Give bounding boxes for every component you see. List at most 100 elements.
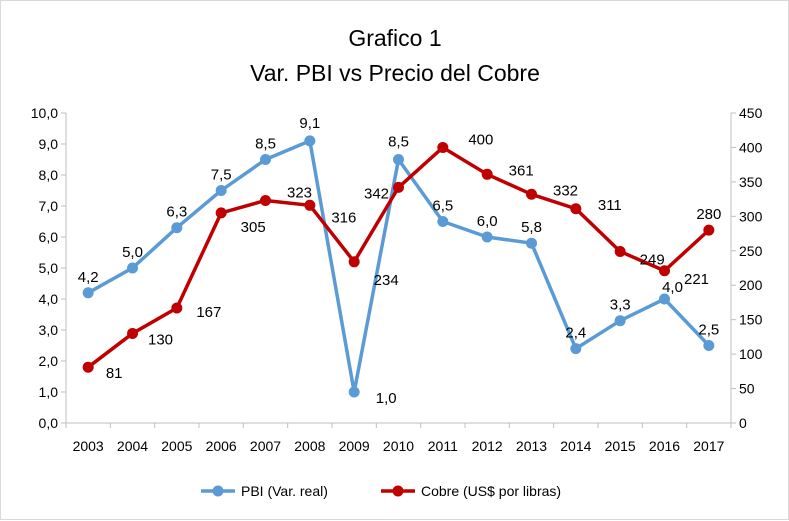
series-0-data-label: 5,8 — [521, 219, 542, 236]
y-right-tick-label: 250 — [739, 243, 763, 259]
series-0-data-label: 5,0 — [122, 244, 143, 261]
series-0-data-label: 6,5 — [432, 198, 453, 215]
series-0-data-label: 8,5 — [388, 134, 409, 151]
series-0-point — [481, 231, 493, 243]
y-left-tick-label: 0,0 — [39, 415, 59, 431]
series-layer — [82, 135, 715, 398]
x-tick-label: 2003 — [73, 438, 104, 454]
x-tick-label: 2017 — [693, 438, 724, 454]
legend: PBI (Var. real) Cobre (US$ por libras) — [201, 483, 561, 499]
y-right-tick-label: 100 — [739, 346, 763, 362]
y-left-tick-label: 1,0 — [39, 384, 59, 400]
series-1-data-label: 361 — [509, 162, 534, 179]
y-left-tick-label: 6,0 — [39, 229, 59, 245]
y-left-tick-label: 5,0 — [39, 260, 59, 276]
series-1-point — [260, 194, 271, 206]
series-1-data-label: 400 — [468, 131, 493, 148]
series-1-data-label: 305 — [241, 219, 266, 236]
y-right-tick-label: 50 — [739, 381, 755, 397]
series-1-data-label: 221 — [684, 271, 709, 288]
chart-title: Grafico 1 — [348, 25, 441, 51]
series-0-point — [82, 287, 94, 299]
y-left-tick-label: 10,0 — [31, 105, 58, 121]
x-tick-label: 2013 — [516, 438, 547, 454]
x-tick-label: 2007 — [250, 438, 281, 454]
series-0-point — [437, 216, 449, 227]
y-right-tick-label: 150 — [739, 312, 763, 328]
chart-subtitle: Var. PBI vs Precio del Cobre — [250, 60, 540, 86]
series-0-data-label: 1,0 — [376, 390, 397, 407]
x-tick-label: 2011 — [428, 438, 458, 454]
series-line-0 — [87, 139, 711, 394]
series-0-point — [393, 154, 404, 165]
series-0-point — [703, 340, 715, 351]
x-tick-label: 2015 — [605, 438, 636, 454]
x-tick-label: 2004 — [117, 438, 148, 454]
series-0-point — [348, 386, 360, 398]
series-1-data-label: 234 — [374, 272, 399, 289]
x-tick-label: 2008 — [294, 438, 325, 454]
series-1-data-label: 249 — [640, 251, 665, 268]
x-tick-label: 2016 — [649, 438, 680, 454]
y-right-tick-label: 300 — [739, 208, 763, 224]
series-0-data-label: 6,0 — [477, 213, 498, 230]
series-0-point — [659, 293, 670, 305]
y-left-tick-label: 7,0 — [39, 198, 59, 214]
series-0-point — [614, 315, 626, 327]
legend-label-0: PBI (Var. real) — [241, 483, 328, 499]
y-left-tick-label: 9,0 — [39, 136, 59, 152]
series-1-point — [215, 207, 227, 219]
series-1-data-label: 167 — [196, 304, 221, 321]
series-0-data-label: 4,2 — [78, 269, 99, 286]
series-1-point — [127, 327, 138, 339]
series-0-data-label: 3,3 — [610, 297, 631, 314]
series-0-data-label: 2,5 — [698, 322, 719, 339]
series-1-point — [393, 181, 404, 193]
series-1-point — [614, 245, 626, 257]
series-1-point — [703, 224, 715, 236]
series-1-point — [82, 361, 94, 373]
x-tick-label: 2010 — [383, 438, 414, 454]
series-1-point — [304, 199, 316, 211]
x-tick-label: 2014 — [560, 438, 591, 454]
legend-label-1: Cobre (US$ por libras) — [421, 483, 561, 499]
series-1-point — [481, 168, 493, 180]
series-1-data-label: 316 — [331, 209, 356, 226]
series-1-data-label: 130 — [148, 331, 173, 348]
series-0-data-label: 4,0 — [662, 279, 683, 296]
series-1-data-label: 323 — [287, 184, 312, 201]
series-0-point — [570, 343, 582, 355]
data-labels: 4,2 5,0 6,3 7,5 8,5 9,1 1,0 8,5 6,5 6,0 5,8 2,4 3,3 4… — [78, 115, 722, 407]
series-1-data-label: 81 — [106, 365, 123, 382]
series-0-point — [526, 237, 537, 249]
series-1-point — [526, 188, 537, 200]
series-0-data-label: 9,1 — [299, 115, 320, 132]
series-0-point — [304, 135, 316, 147]
series-1-data-label: 332 — [553, 182, 578, 199]
legend-marker-1 — [392, 485, 404, 497]
series-0-point — [171, 222, 183, 234]
y-left-tick-label: 2,0 — [39, 353, 59, 369]
series-1-point — [659, 265, 670, 277]
x-tick-label: 2006 — [206, 438, 237, 454]
y-left-tick-label: 4,0 — [39, 291, 59, 307]
y-right-tick-label: 450 — [739, 105, 763, 121]
series-1-point — [171, 302, 183, 314]
series-1-point — [437, 141, 449, 153]
series-line-1 — [87, 145, 711, 369]
x-tick-label: 2012 — [472, 438, 503, 454]
series-0-data-label: 6,3 — [166, 204, 187, 221]
series-1-data-label: 280 — [696, 206, 721, 223]
x-tick-label: 2005 — [161, 438, 192, 454]
series-0-point — [127, 262, 138, 274]
series-1-data-label: 342 — [364, 185, 389, 202]
legend-marker-0 — [212, 485, 224, 497]
series-0-data-label: 7,5 — [211, 167, 232, 184]
y-right-tick-label: 200 — [739, 277, 763, 293]
series-1-data-label: 311 — [598, 197, 622, 214]
series-0-data-label: 8,5 — [255, 136, 276, 153]
y-right-tick-label: 350 — [739, 174, 763, 190]
y-left-tick-label: 8,0 — [39, 167, 59, 183]
